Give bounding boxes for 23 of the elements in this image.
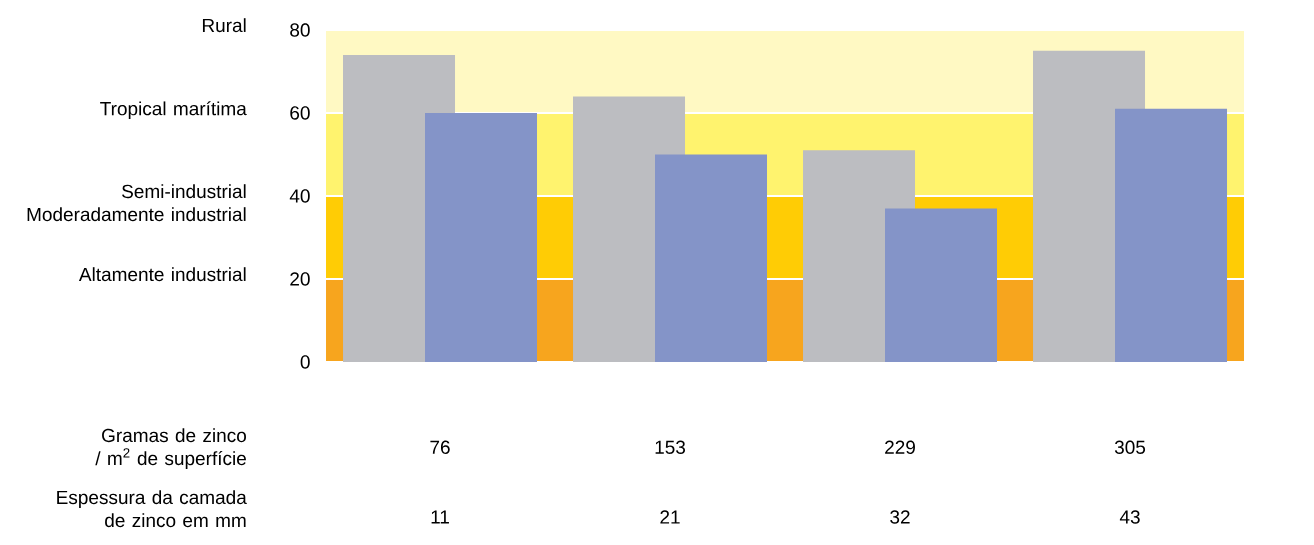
text: Espessura da camada de zinco em mm	[57, 490, 247, 528]
x-tick-label: 229	[885, 440, 915, 454]
x-tick-label: 305	[1114, 440, 1146, 454]
text: 32	[890, 510, 910, 524]
bar	[885, 208, 998, 362]
y-tick-label: 80	[290, 23, 310, 37]
y-tick-label: 0	[300, 355, 310, 369]
text: 11	[431, 510, 449, 524]
text: Altamente industrial	[78, 267, 246, 282]
x-tick-label: 76	[430, 440, 450, 454]
text: Rural	[202, 18, 246, 33]
bar	[1115, 108, 1228, 362]
y-tick-label: 40	[289, 189, 310, 203]
bar	[425, 112, 538, 362]
text: 21	[660, 510, 680, 524]
text: 43	[1119, 510, 1140, 524]
y-tick-label: 60	[290, 106, 310, 120]
bar	[655, 154, 768, 362]
text: Semi-industrial Moderadamente industrial	[27, 184, 246, 222]
y-tick-label: 20	[290, 272, 310, 286]
text: Tropical marítima	[100, 101, 247, 120]
x-tick-label: 153	[655, 440, 686, 454]
x-axis-title: Gramas de zinco / m$^{2}$ de superfície	[95, 428, 246, 469]
